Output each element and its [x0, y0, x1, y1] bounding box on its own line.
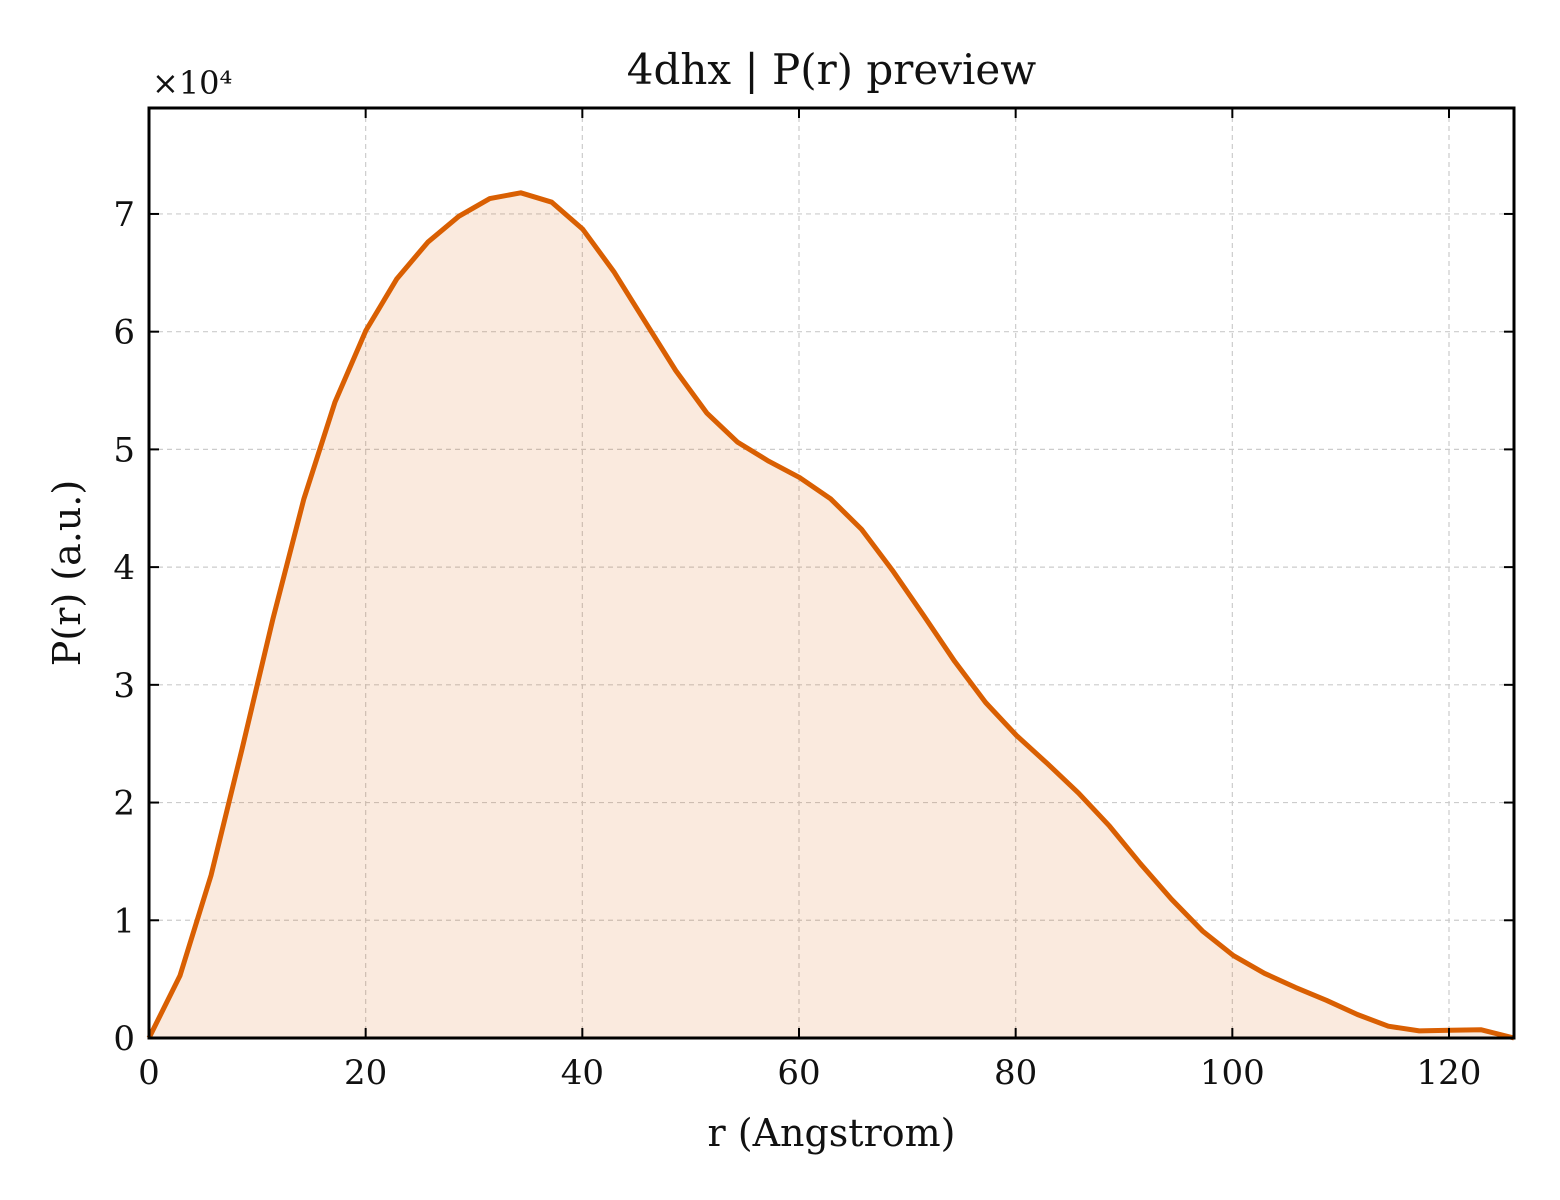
x-tick-labels: 0 20 40 60 80 100 120: [138, 1053, 1481, 1093]
x-tick-label-3: 60: [777, 1053, 820, 1093]
y-tick-label-3: 3: [113, 666, 135, 706]
x-tick-label-0: 0: [138, 1053, 160, 1093]
y-tick-label-2: 2: [113, 784, 135, 824]
x-axis-title: r (Angstrom): [708, 1111, 956, 1155]
series-line: [146, 190, 1515, 1041]
y-tick-label-4: 4: [113, 548, 135, 588]
x-tick-label-1: 20: [344, 1053, 387, 1093]
plot-frame: [147, 106, 1516, 1040]
area-fill: [149, 192, 1514, 1039]
y-multiplier-label: ×10⁴: [152, 64, 232, 102]
y-tick-label-1: 1: [113, 901, 135, 941]
y-tick-label-5: 5: [113, 430, 135, 470]
x-tick-label-5: 100: [1200, 1053, 1265, 1093]
y-axis-title: P(r) (a.u.): [45, 480, 89, 666]
grid: [148, 108, 1514, 1039]
y-tick-label-7: 7: [113, 195, 135, 235]
y-tick-label-6: 6: [113, 313, 135, 353]
x-tick-label-4: 80: [994, 1053, 1037, 1093]
y-tick-labels: 0 1 2 3 4 5 6 7: [113, 195, 135, 1059]
chart-title: 4dhx | P(r) preview: [627, 45, 1036, 94]
x-tick-label-2: 40: [561, 1053, 604, 1093]
y-tick-label-0: 0: [113, 1019, 135, 1059]
x-tick-label-6: 120: [1417, 1053, 1482, 1093]
